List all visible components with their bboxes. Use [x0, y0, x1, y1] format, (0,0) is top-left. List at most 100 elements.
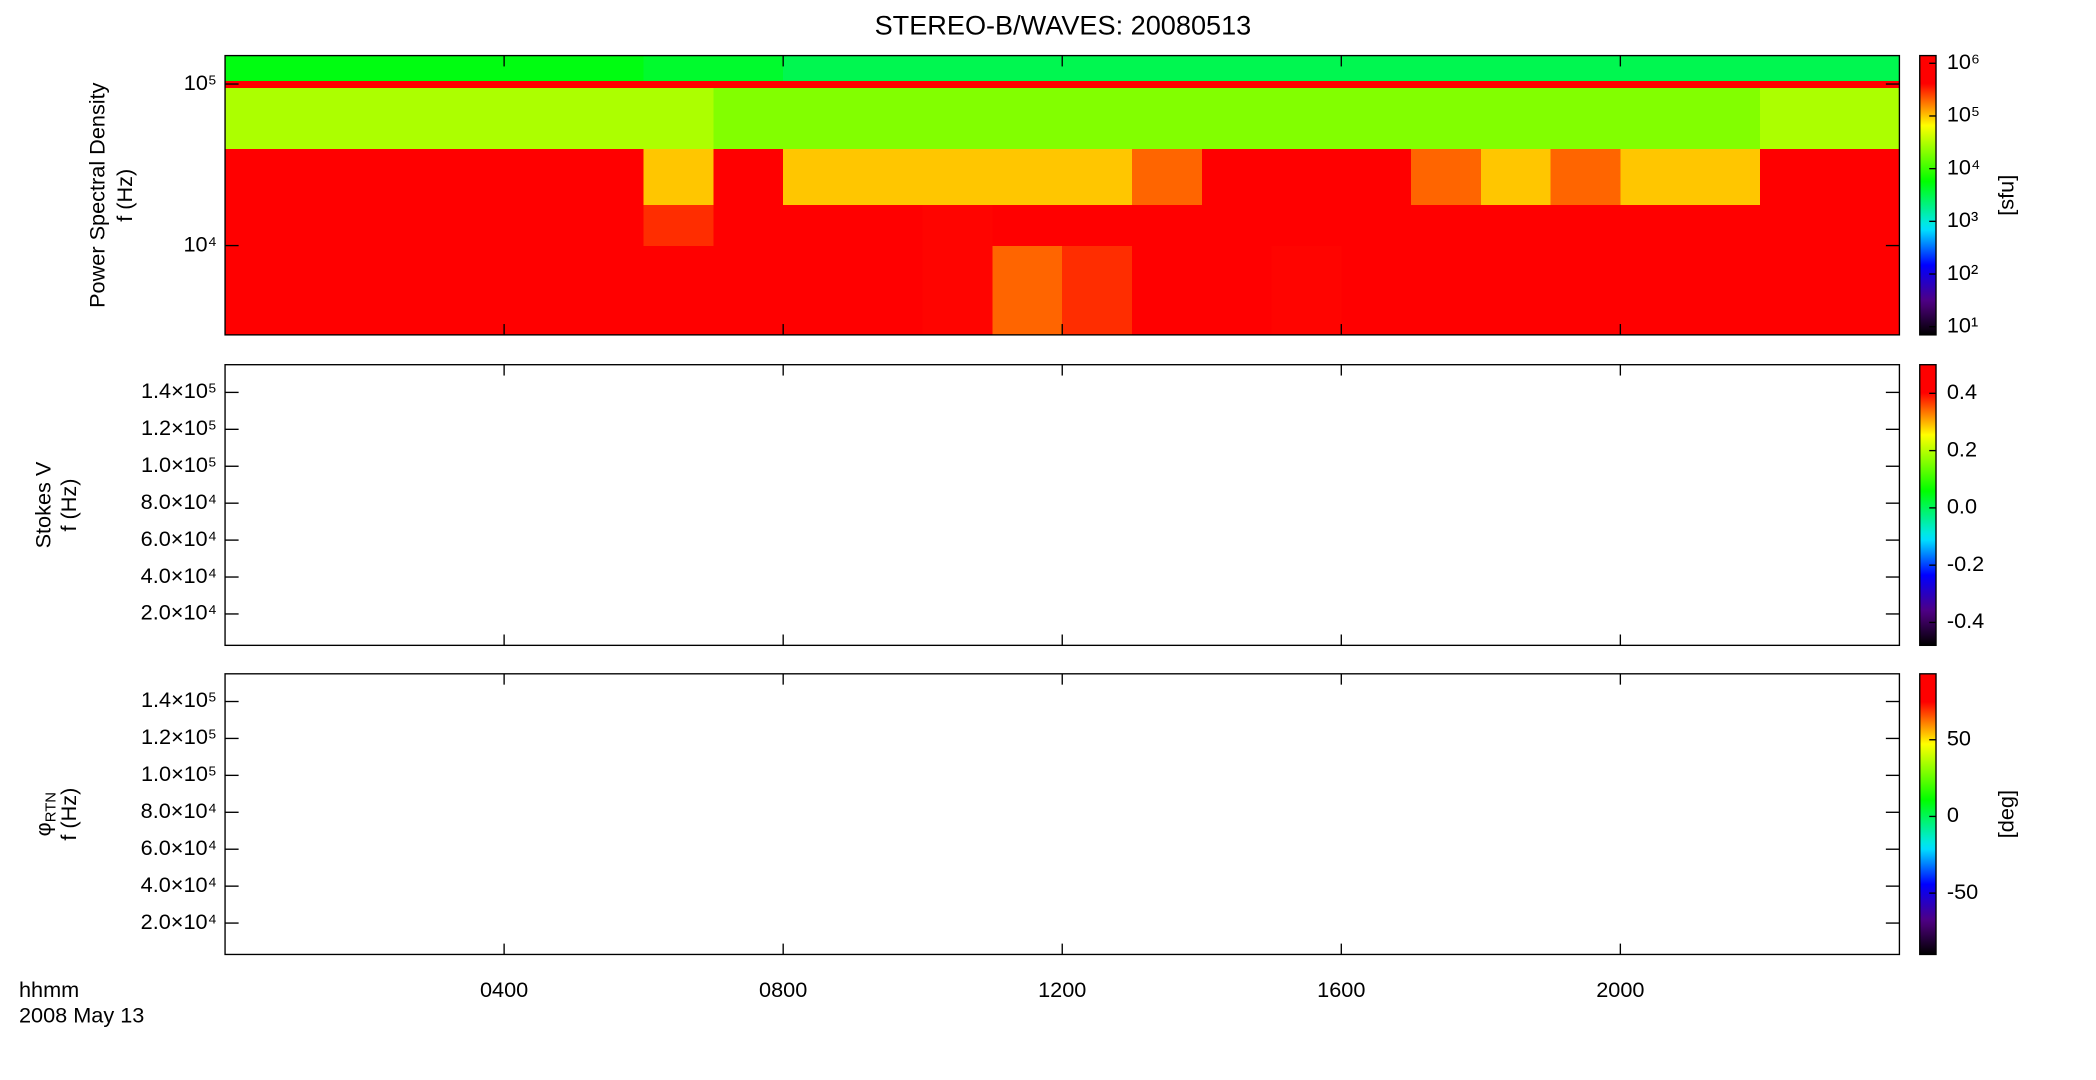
- heatmap-cell: [1480, 245, 1552, 336]
- heatmap-cell: [1829, 87, 1900, 149]
- heatmap-cell: [1062, 148, 1133, 205]
- x-tick-label: 1600: [1317, 977, 1365, 1002]
- heatmap-cell: [1690, 55, 1761, 82]
- y-tick-label: 8.0×10⁴: [141, 489, 217, 514]
- colorbar-tick-label: 10³: [1947, 207, 1978, 232]
- heatmap-cell: [1411, 87, 1482, 149]
- heatmap-cell: [504, 204, 575, 247]
- colorbar-label: [deg]: [1994, 790, 2019, 838]
- plot-frame: [224, 364, 1901, 647]
- heatmap-cell: [713, 80, 784, 89]
- heatmap-cell: [1201, 204, 1273, 247]
- heatmap-cell: [434, 80, 505, 89]
- heatmap-cell: [922, 245, 994, 336]
- heatmap-cell: [1201, 148, 1273, 205]
- heatmap-cell: [1620, 55, 1691, 82]
- heatmap-cell: [1271, 55, 1342, 82]
- colorbar-tick-label: -0.4: [1947, 608, 1984, 633]
- heatmap-cell: [434, 87, 505, 149]
- heatmap-cell: [1550, 245, 1621, 336]
- y-tick-label: 1.2×10⁵: [141, 724, 217, 749]
- colorbar-tick-label: 50: [1947, 725, 1971, 750]
- heatmap-cell: [783, 80, 854, 89]
- colorbar: [1919, 673, 1937, 956]
- panel: 0400 0800 1200 1600 2000 2.0×10⁴ 4.0×10⁴ 6.0×10…: [30, 673, 2019, 1002]
- heatmap-cell: [922, 87, 994, 149]
- y-axis-label-subscript: RTN: [43, 792, 59, 822]
- y-tick-label: 4.0×10⁴: [141, 872, 217, 897]
- colorbar-tick-label: 10⁵: [1947, 102, 1980, 127]
- heatmap-cell: [783, 148, 854, 205]
- x-tick-label: 0800: [759, 977, 807, 1002]
- y-tick-label: 8.0×10⁴: [141, 798, 217, 823]
- heatmap-cell: [783, 87, 854, 149]
- y-tick-label: 1.0×10⁵: [141, 452, 217, 477]
- chart-title: STEREO-B/WAVES: 20080513: [875, 9, 1252, 40]
- heatmap-cell: [294, 80, 366, 89]
- heatmap-cell: [643, 204, 714, 247]
- heatmap-cell: [1341, 80, 1412, 89]
- heatmap-cell: [573, 148, 645, 205]
- heatmap-cell: [294, 245, 366, 336]
- panel: 2.0×10⁴ 4.0×10⁴ 6.0×10⁴ 8.0×10⁴ 1.0×10⁵ 1.2×1…: [30, 364, 1984, 647]
- heatmap-cell: [1062, 204, 1133, 247]
- y-tick-label: 1.4×10⁵: [141, 687, 217, 712]
- heatmap-cell: [1271, 204, 1342, 247]
- heatmap-cell: [1271, 148, 1342, 205]
- heatmap-cell: [1341, 55, 1412, 82]
- heatmap-cell: [713, 87, 784, 149]
- heatmap-cell: [1480, 148, 1552, 205]
- heatmap-cell: [1759, 55, 1831, 82]
- heatmap-cell: [783, 245, 854, 336]
- heatmap-cell: [1829, 55, 1900, 82]
- heatmap-cell: [1550, 55, 1621, 82]
- heatmap-cell: [225, 55, 296, 82]
- panel: 10⁴ 10⁵ Power Spectral Density f (Hz) 10¹ 10²…: [85, 49, 2019, 337]
- heatmap-cell: [294, 148, 366, 205]
- heatmap-cell: [1829, 148, 1900, 205]
- heatmap-cell: [1411, 148, 1482, 205]
- plot-frame: [224, 673, 1901, 956]
- heatmap-cell: [922, 148, 994, 205]
- y-tick-label: 1.4×10⁵: [141, 378, 217, 403]
- heatmap-cell: [1201, 80, 1273, 89]
- heatmap-cell: [1620, 148, 1691, 205]
- colorbar-tick-label: 10¹: [1947, 312, 1978, 337]
- heatmap-cell: [992, 245, 1063, 336]
- heatmap-cell: [922, 204, 994, 247]
- heatmap-cell: [852, 245, 924, 336]
- heatmap-cell: [1271, 245, 1342, 336]
- heatmap-cell: [1759, 80, 1831, 89]
- heatmap-cell: [1062, 87, 1133, 149]
- x-tick-label: 0400: [480, 977, 528, 1002]
- heatmap-cell: [852, 148, 924, 205]
- y-tick-label: 10⁴: [183, 231, 216, 256]
- heatmap-cell: [852, 87, 924, 149]
- colorbar-tick-label: 0: [1947, 802, 1959, 827]
- heatmap-cell: [1759, 204, 1831, 247]
- y-tick-label: 1.2×10⁵: [141, 415, 217, 440]
- heatmap-cell: [643, 55, 714, 82]
- heatmap-cell: [1062, 80, 1133, 89]
- heatmap-cell: [1132, 80, 1203, 89]
- heatmap-cell: [1690, 245, 1761, 336]
- colorbar-tick-label: -50: [1947, 879, 1978, 904]
- heatmap-cell: [1620, 204, 1691, 247]
- heatmap-cell: [922, 55, 994, 82]
- heatmap-cell: [294, 55, 366, 82]
- heatmap-cell: [573, 87, 645, 149]
- heatmap-cell: [713, 55, 784, 82]
- heatmap-cell: [1759, 87, 1831, 149]
- y-tick-label: 1.0×10⁵: [141, 761, 217, 786]
- heatmap-cell: [1201, 245, 1273, 336]
- colorbar-tick-label: 0.4: [1947, 379, 1977, 404]
- colorbar-tick-label: 0.0: [1947, 494, 1977, 519]
- heatmap-cell: [643, 87, 714, 149]
- heatmap-cell: [225, 148, 296, 205]
- heatmap-cell: [852, 204, 924, 247]
- heatmap-cell: [1341, 87, 1412, 149]
- heatmap-cell: [225, 80, 296, 89]
- y-axis-label: φRTN: [30, 792, 59, 836]
- colorbar-tick-label: -0.2: [1947, 551, 1984, 576]
